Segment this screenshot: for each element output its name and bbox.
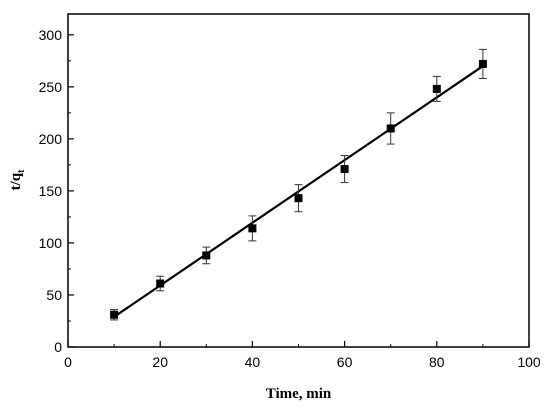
- x-tick-label: 40: [245, 354, 261, 370]
- x-tick-label: 20: [152, 354, 168, 370]
- y-axis-title: t/qt: [8, 169, 27, 191]
- data-points: [110, 48, 487, 321]
- y-tick-label: 200: [39, 131, 63, 147]
- data-point: [340, 165, 349, 174]
- y-axis-title-sub: t: [16, 169, 27, 173]
- data-point: [386, 124, 395, 133]
- y-tick-label: 150: [39, 183, 63, 199]
- data-point: [478, 59, 487, 68]
- data-point: [110, 310, 119, 319]
- plot-frame: [67, 13, 530, 348]
- x-axis: 0 20 40 60 80 100: [64, 341, 541, 370]
- y-tick-label: 250: [39, 79, 63, 95]
- y-tick-label: 100: [39, 235, 63, 251]
- data-point: [432, 84, 441, 93]
- x-tick-label: 100: [517, 354, 541, 370]
- x-tick-label: 80: [429, 354, 445, 370]
- y-tick-label: 0: [54, 339, 62, 355]
- y-tick-label: 50: [46, 287, 62, 303]
- data-point: [202, 251, 211, 260]
- y-axis: 0 50 100 150 200 250 300: [39, 27, 74, 355]
- y-axis-title-main: t/q: [8, 172, 24, 190]
- data-point: [248, 224, 257, 233]
- data-point: [294, 194, 303, 203]
- x-axis-title: Time, min: [266, 386, 332, 402]
- y-tick-label: 300: [39, 27, 63, 43]
- x-tick-label: 60: [337, 354, 353, 370]
- data-point: [156, 279, 165, 288]
- x-tick-label: 0: [64, 354, 72, 370]
